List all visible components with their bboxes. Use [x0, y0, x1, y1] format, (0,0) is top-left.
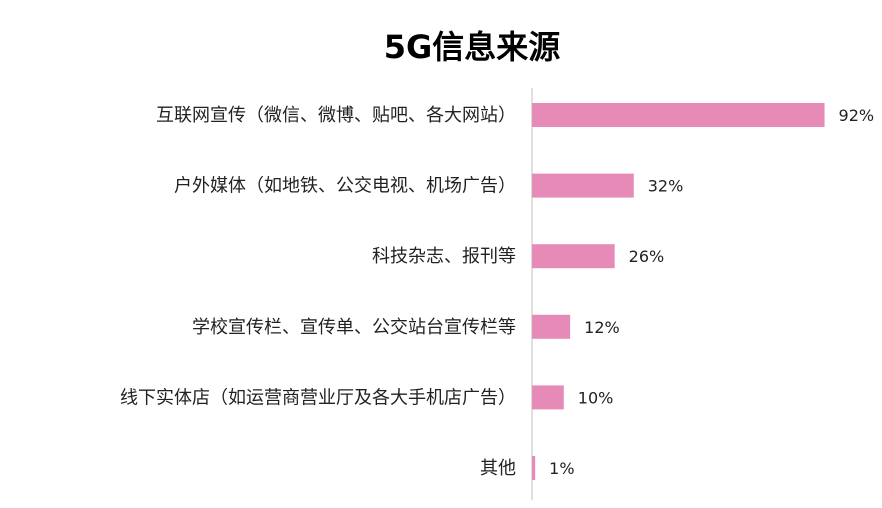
bars-group: 互联网宣传（微信、微博、贴吧、各大网站） 92% 户外媒体（如地铁、公交电视、机场广… [120, 103, 874, 480]
bar-3 [532, 314, 571, 339]
bar-1 [532, 173, 634, 198]
category-label-3: 学校宣传栏、宣传单、公交站台宣传栏等 [192, 317, 516, 338]
value-label-3: 12% [584, 318, 620, 337]
category-label-2: 科技杂志、报刊等 [372, 246, 516, 267]
value-label-2: 26% [629, 247, 665, 266]
value-label-0: 92% [839, 106, 875, 125]
category-label-0: 互联网宣传（微信、微博、贴吧、各大网站） [156, 105, 516, 126]
chart-title: 5G信息来源 [384, 28, 561, 66]
bar-4 [532, 385, 564, 410]
bar-5 [532, 456, 536, 480]
category-label-1: 户外媒体（如地铁、公交电视、机场广告） [174, 176, 516, 197]
value-label-4: 10% [578, 388, 614, 407]
value-label-5: 1% [549, 459, 574, 478]
category-label-5: 其他 [480, 458, 516, 479]
bar-2 [532, 244, 615, 269]
value-label-1: 32% [648, 177, 684, 196]
bar-0 [532, 103, 825, 127]
category-label-4: 线下实体店（如运营商营业厅及各大手机店广告） [120, 387, 516, 408]
